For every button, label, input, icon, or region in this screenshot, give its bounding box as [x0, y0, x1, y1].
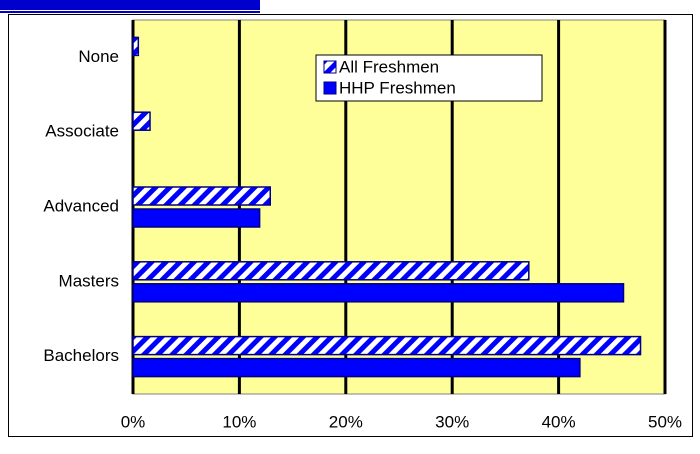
- legend-swatch: [323, 60, 337, 74]
- x-tick-label: 20%: [329, 412, 363, 431]
- legend-swatch: [323, 81, 337, 95]
- y-tick-label: Bachelors: [43, 346, 119, 365]
- layer: 0% 10% 20% 30% 40% 50% None Associate Advanced Ma…: [43, 20, 682, 431]
- bar: [132, 186, 272, 206]
- x-tick-label: 10%: [222, 412, 256, 431]
- bar: [132, 261, 530, 281]
- bar: [132, 335, 642, 356]
- link-highlight: [0, 0, 260, 10]
- legend-label: HHP Freshmen: [339, 78, 456, 97]
- x-tick-label: 40%: [542, 412, 576, 431]
- bar: [132, 357, 581, 378]
- y-tick-label: Associate: [45, 122, 119, 141]
- x-tick-label: 50%: [648, 412, 682, 431]
- legend-label: All Freshmen: [339, 57, 439, 76]
- bar: [132, 111, 151, 131]
- legend-box: [315, 54, 543, 102]
- y-tick-label: None: [78, 47, 119, 66]
- bar: [132, 36, 140, 57]
- y-tick-label: Masters: [59, 271, 119, 290]
- chart-frame: [8, 14, 693, 437]
- x-tick-label: 30%: [435, 412, 469, 431]
- bar: [132, 208, 261, 228]
- y-tick-label: Advanced: [43, 196, 119, 215]
- bar: [132, 283, 625, 303]
- x-tick-label: 0%: [121, 412, 146, 431]
